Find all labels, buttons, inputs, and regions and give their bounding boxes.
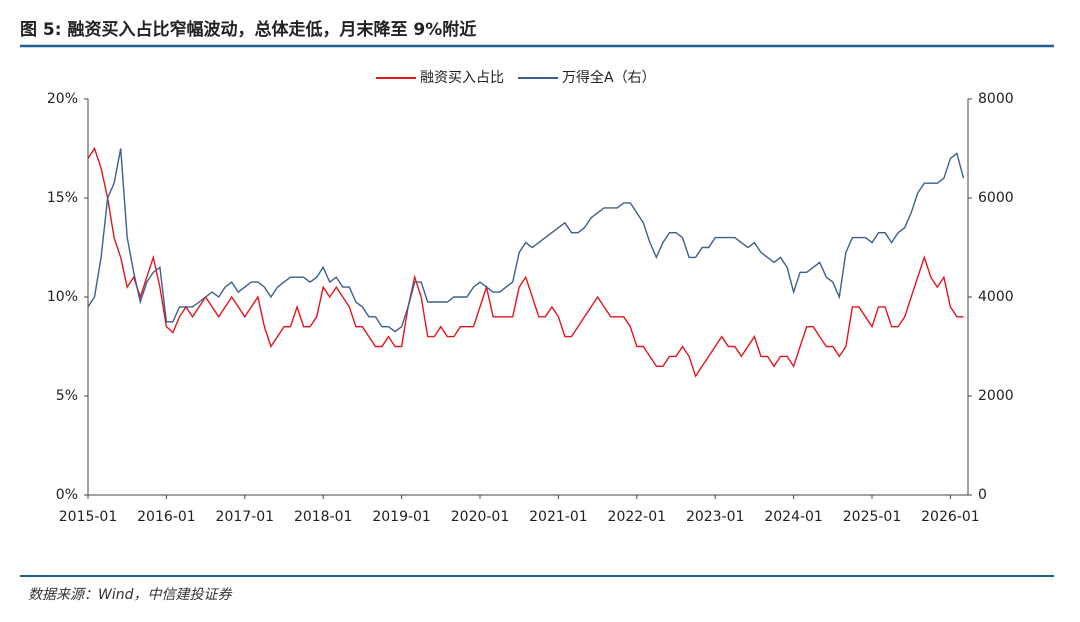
- x-tick-label: 2024-01: [764, 509, 823, 525]
- y-tick-label: 20%: [47, 91, 78, 107]
- x-tick-label: 2021-01: [529, 509, 588, 525]
- y-tick-label: 0%: [56, 487, 78, 503]
- x-tick-label: 2025-01: [843, 509, 902, 525]
- y2-tick-label: 8000: [978, 91, 1014, 107]
- source-note: 数据来源：Wind，中信建投证券: [28, 587, 232, 603]
- y2-tick-label: 4000: [978, 289, 1014, 305]
- x-tick-label: 2023-01: [686, 509, 745, 525]
- x-tick-label: 2016-01: [137, 509, 196, 525]
- y2-tick-label: 2000: [978, 388, 1014, 404]
- x-tick-label: 2026-01: [921, 509, 980, 525]
- data-line: [87, 146, 964, 378]
- data-line: [87, 148, 965, 333]
- legend-label: 融资买入占比: [420, 70, 504, 86]
- x-tick-label: 2017-01: [216, 509, 275, 525]
- y-tick-label: 5%: [56, 388, 78, 404]
- y-tick-label: 10%: [47, 289, 78, 305]
- x-tick-label: 2019-01: [372, 509, 431, 525]
- y2-tick-label: 6000: [978, 190, 1014, 206]
- chart-title: 图 5: 融资买入占比窄幅波动，总体走低，月末降至 9%附近: [20, 19, 476, 40]
- y2-tick-label: 0: [978, 487, 987, 503]
- y-tick-label: 15%: [47, 190, 78, 206]
- x-tick-label: 2015-01: [59, 509, 118, 525]
- legend-label: 万得全A（右）: [562, 69, 656, 86]
- x-tick-label: 2018-01: [294, 509, 353, 525]
- x-tick-label: 2022-01: [608, 509, 667, 525]
- x-tick-label: 2020-01: [451, 509, 510, 525]
